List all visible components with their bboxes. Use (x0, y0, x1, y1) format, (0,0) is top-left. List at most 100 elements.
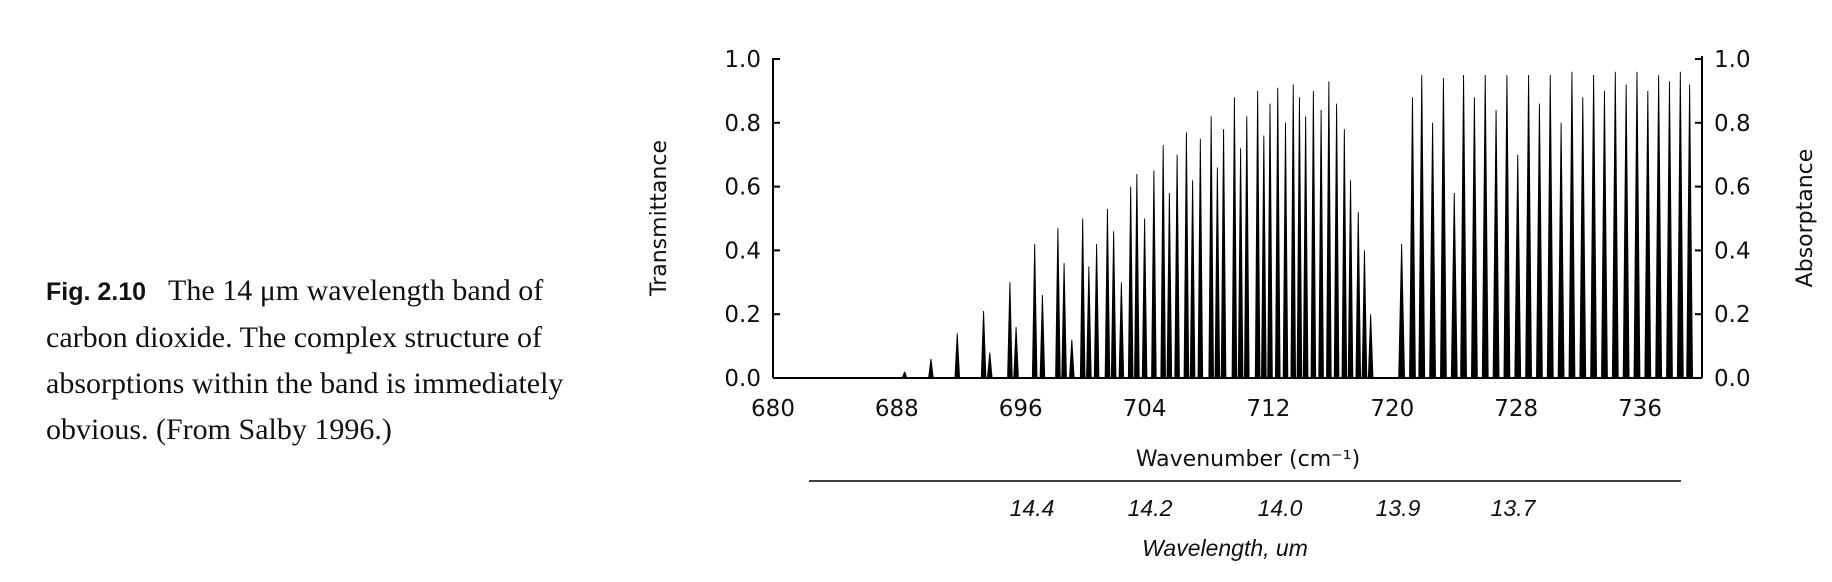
x-axis-label: Wavenumber (cm⁻¹) (1136, 447, 1360, 472)
absorption-line-45 (1333, 103, 1340, 378)
absorption-line-63 (1525, 74, 1532, 378)
absorption-line-28 (1208, 116, 1214, 379)
absorption-line-57 (1460, 74, 1467, 378)
absorption-line-22 (1160, 145, 1166, 378)
absorption-line-50 (1367, 314, 1374, 378)
absorption-line-52 (1409, 97, 1416, 378)
absorption-line-39 (1290, 84, 1297, 379)
figure-number: Fig. 2.10 (46, 278, 147, 306)
absorption-line-18 (1127, 186, 1134, 378)
absorption-line-62 (1514, 154, 1522, 378)
absorption-line-11 (1069, 339, 1075, 378)
absorption-line-77 (1676, 71, 1684, 378)
absorption-line-3 (980, 311, 987, 378)
y-tick-label-right: 0.8 (1714, 111, 1751, 137)
x-tick-label: 704 (1123, 396, 1167, 422)
absorption-line-78 (1686, 84, 1694, 379)
absorption-line-66 (1557, 122, 1565, 378)
absorption-line-74 (1644, 90, 1652, 379)
absorption-line-44 (1326, 81, 1332, 378)
absorption-line-76 (1666, 81, 1673, 378)
absorption-line-33 (1244, 116, 1250, 379)
y-tick-label-left: 1.0 (724, 47, 761, 73)
absorption-line-5 (1007, 282, 1013, 378)
absorption-line-15 (1104, 208, 1111, 378)
absorption-line-12 (1079, 218, 1086, 378)
y-axis-label-right: Absorptance (1793, 149, 1818, 288)
y-tick-label-left: 0.6 (724, 175, 761, 201)
absorption-line-68 (1579, 97, 1587, 378)
y-tick-label-left: 0.2 (724, 302, 761, 328)
x-tick-label: 736 (1618, 396, 1662, 422)
absorption-line-1 (928, 358, 934, 378)
absorption-line-51 (1398, 244, 1406, 378)
absorption-line-26 (1189, 180, 1196, 378)
absorption-line-72 (1622, 84, 1630, 379)
absorption-line-36 (1267, 103, 1273, 378)
wavelength-ticks: 14.4 14.2 14.0 13.9 13.7 (1010, 495, 1537, 521)
absorption-line-40 (1296, 97, 1303, 378)
y-axis-label-left: Transmittance (647, 140, 672, 297)
absorption-line-8 (1039, 295, 1046, 378)
y-tick-label-right: 0.2 (1714, 302, 1751, 328)
absorption-line-25 (1183, 132, 1190, 378)
x-tick-label: 720 (1370, 396, 1414, 422)
absorption-line-38 (1282, 122, 1289, 378)
y-tick-label-left: 0.8 (724, 111, 761, 137)
absorption-line-6 (1013, 326, 1019, 378)
y-tick-label-left: 0.0 (724, 366, 761, 392)
x-tick-label: 712 (1247, 396, 1291, 422)
absorption-line-31 (1231, 97, 1238, 378)
wavelength-tick-label: 14.4 (1010, 495, 1055, 521)
absorption-line-37 (1274, 87, 1281, 379)
absorption-lines (901, 71, 1694, 379)
absorption-line-29 (1214, 167, 1221, 378)
absorption-line-16 (1110, 231, 1117, 378)
absorption-line-35 (1261, 135, 1267, 378)
absorption-line-47 (1347, 180, 1354, 378)
absorption-line-19 (1134, 173, 1140, 378)
absorption-line-75 (1655, 74, 1663, 378)
absorption-line-65 (1546, 74, 1554, 378)
absorption-line-61 (1503, 74, 1511, 378)
absorption-line-13 (1086, 266, 1092, 378)
x-tick-label: 688 (875, 396, 919, 422)
absorption-line-9 (1055, 228, 1061, 378)
y-tick-label-right: 0.4 (1714, 238, 1751, 264)
absorption-line-69 (1590, 74, 1598, 378)
absorption-line-49 (1361, 250, 1368, 378)
wavelength-tick-label: 13.9 (1376, 495, 1421, 521)
absorption-line-54 (1429, 122, 1436, 378)
wavelength-tick-label: 13.7 (1491, 495, 1537, 521)
absorption-line-64 (1536, 103, 1543, 378)
absorption-line-42 (1310, 90, 1317, 379)
figure-caption: Fig. 2.10 The 14 μm wavelength band of ca… (46, 268, 606, 453)
x-tick-label: 728 (1494, 396, 1538, 422)
absorption-line-46 (1341, 129, 1348, 378)
absorption-line-58 (1470, 97, 1478, 378)
absorption-line-2 (954, 333, 961, 378)
absorption-line-10 (1061, 263, 1067, 378)
y-tick-label-right: 0.0 (1714, 366, 1751, 392)
caption-text: The 14 μm wavelength band of carbon diox… (46, 274, 564, 446)
absorption-line-43 (1318, 110, 1324, 378)
absorption-line-14 (1093, 244, 1100, 378)
absorption-line-48 (1355, 212, 1362, 378)
absorption-line-4 (986, 352, 993, 378)
absorption-line-41 (1302, 116, 1309, 379)
absorption-line-67 (1568, 71, 1576, 378)
absorption-line-55 (1440, 78, 1447, 378)
x-tick-label: 696 (999, 396, 1043, 422)
y-tick-label-right: 1.0 (1714, 47, 1751, 73)
absorption-line-60 (1492, 110, 1500, 378)
absorption-line-56 (1450, 192, 1458, 378)
absorption-line-70 (1601, 90, 1608, 379)
absorption-line-20 (1141, 218, 1148, 378)
wavelength-tick-label: 14.0 (1258, 495, 1303, 521)
absorption-line-7 (1031, 244, 1038, 378)
absorption-line-0 (901, 371, 908, 378)
absorption-line-71 (1611, 71, 1619, 378)
absorption-line-34 (1254, 90, 1261, 379)
absorption-line-59 (1481, 74, 1489, 378)
